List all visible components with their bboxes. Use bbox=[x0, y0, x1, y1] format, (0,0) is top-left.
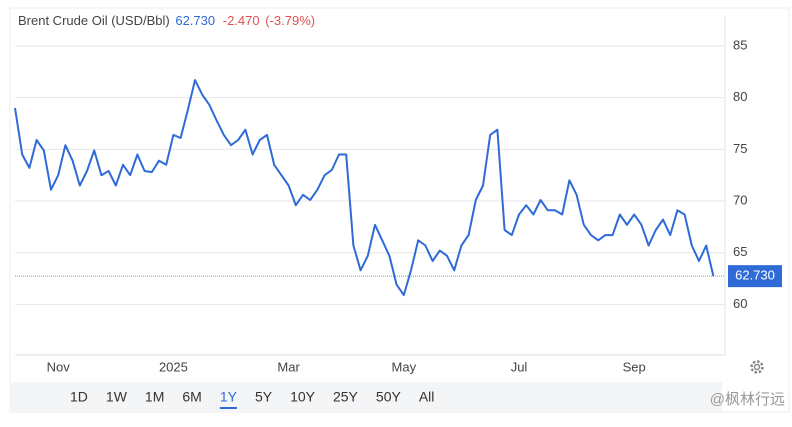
chart-header: Brent Crude Oil (USD/Bbl) 62.730 -2.470 … bbox=[18, 13, 315, 28]
range-button[interactable]: 50Y bbox=[376, 389, 402, 405]
price-line bbox=[14, 79, 715, 297]
range-button[interactable]: 1M bbox=[145, 389, 164, 405]
y-tick-label: 65 bbox=[733, 244, 747, 259]
last-price-badge bbox=[728, 265, 782, 288]
last-price: 62.730 bbox=[175, 13, 215, 28]
y-tick-label: 60 bbox=[733, 296, 747, 311]
range-button[interactable]: 6M bbox=[182, 389, 201, 405]
range-toolbar bbox=[10, 382, 722, 412]
x-tick-label: 2025 bbox=[159, 359, 188, 374]
range-button[interactable]: 10Y bbox=[290, 389, 316, 405]
chart-title: Brent Crude Oil (USD/Bbl) bbox=[18, 13, 170, 28]
y-tick-label: 80 bbox=[733, 89, 747, 104]
last-price-badge-label: 62.730 bbox=[735, 268, 775, 283]
range-button[interactable]: All bbox=[419, 389, 435, 405]
y-tick-label: 75 bbox=[733, 141, 747, 156]
x-tick-label: Mar bbox=[277, 359, 300, 374]
x-tick-label: Sep bbox=[623, 359, 646, 374]
price-change: -2.470 bbox=[223, 13, 260, 28]
settings-icon[interactable] bbox=[750, 360, 764, 374]
range-button[interactable]: 25Y bbox=[333, 389, 359, 405]
range-button[interactable]: 1Y bbox=[220, 389, 238, 405]
y-tick-label: 70 bbox=[733, 192, 747, 207]
y-tick-label: 85 bbox=[733, 37, 747, 52]
x-tick-label: May bbox=[392, 359, 417, 374]
price-change-percent: (-3.79%) bbox=[265, 13, 315, 28]
range-button[interactable]: 1W bbox=[106, 389, 128, 405]
x-tick-label: Nov bbox=[47, 359, 71, 374]
range-button[interactable]: 5Y bbox=[255, 389, 273, 405]
range-button[interactable]: 1D bbox=[70, 389, 88, 405]
chart-frame bbox=[9, 7, 790, 413]
watermark: @枫林行远 bbox=[710, 391, 785, 408]
x-tick-label: Jul bbox=[511, 359, 528, 374]
